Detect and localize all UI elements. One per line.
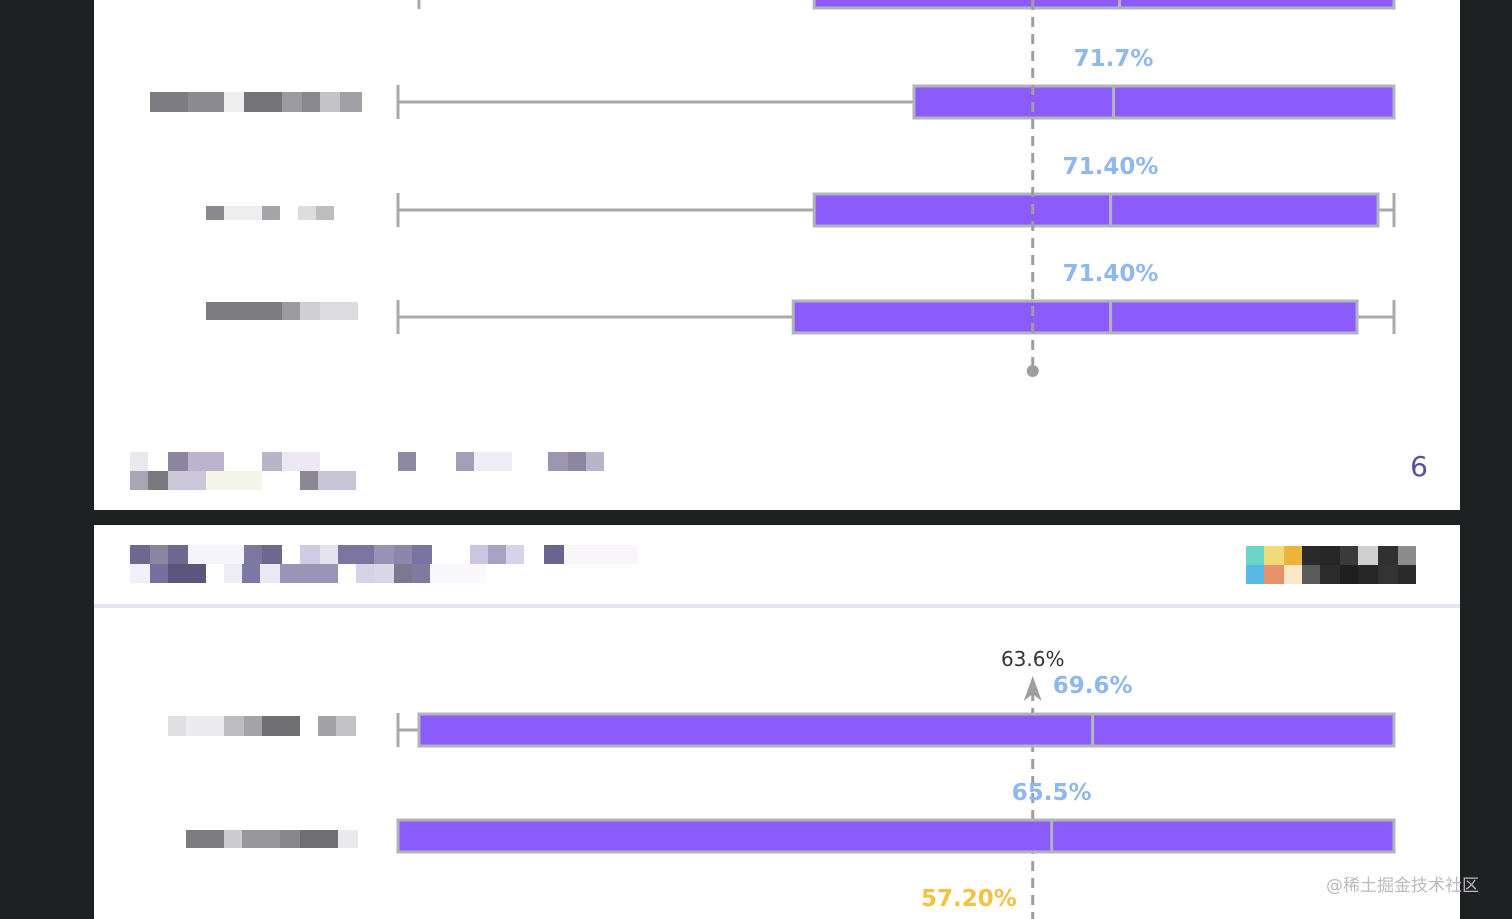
box	[396, 818, 1396, 854]
blurred-logo	[1246, 546, 1416, 584]
page-number: 6	[1410, 450, 1428, 483]
reference-arrow	[1023, 676, 1042, 701]
blurred-chart-title	[130, 545, 640, 583]
median-label: 71.40%	[1063, 261, 1159, 287]
box	[417, 712, 1396, 748]
chart-panel-top: 6 71.7% 71.40% 71.40%	[94, 0, 1460, 510]
box	[812, 0, 1396, 10]
blurred-footer-caption	[130, 452, 606, 490]
median-label: 71.40%	[1063, 154, 1159, 180]
box	[812, 192, 1380, 228]
reference-label: 63.6%	[1001, 647, 1065, 671]
box-plot-top: 71.7% 71.40% 71.40%	[396, 0, 1396, 377]
box	[912, 84, 1396, 120]
reference-dot	[1026, 365, 1039, 377]
extra-label: 57.20%	[921, 886, 1017, 912]
chart-panel-bottom: 69.6% 65.5% 63.6% 57.20%	[94, 525, 1460, 919]
box-plot-bottom: 69.6% 65.5% 63.6% 57.20%	[396, 647, 1396, 919]
blurred-category-label	[206, 302, 358, 320]
header-divider	[94, 604, 1460, 608]
blurred-category-label	[150, 92, 362, 112]
watermark: @稀土掘金技术社区	[1326, 876, 1479, 896]
blurred-category-label	[168, 716, 358, 736]
median-label: 65.5%	[1012, 780, 1092, 806]
median-label: 71.7%	[1074, 46, 1154, 72]
median-label: 69.6%	[1053, 673, 1133, 699]
blurred-category-label	[206, 206, 358, 220]
blurred-category-label	[186, 830, 358, 848]
box	[791, 299, 1359, 335]
